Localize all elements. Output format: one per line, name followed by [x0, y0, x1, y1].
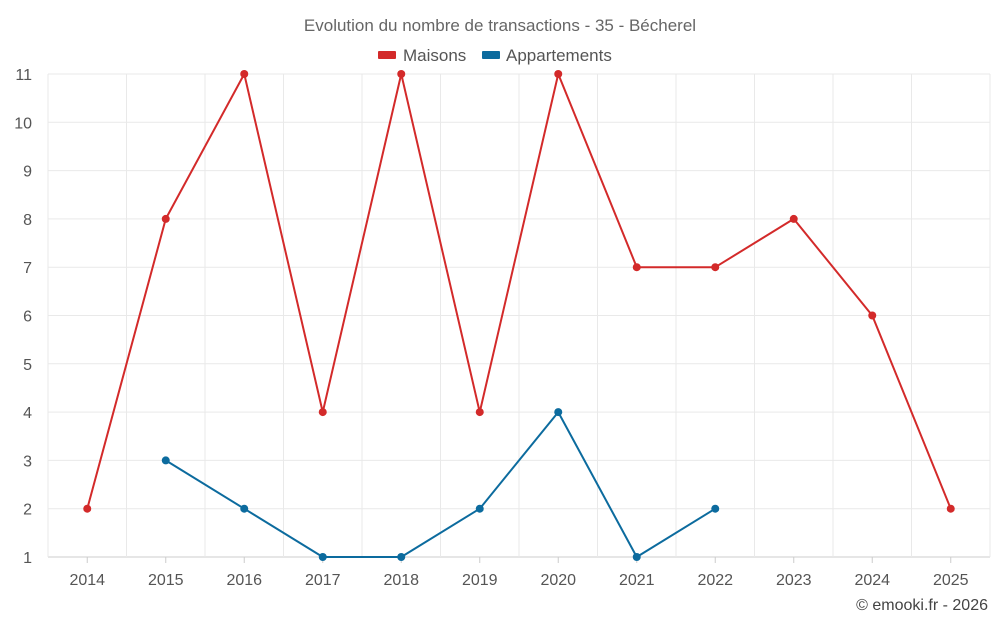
data-point-maisons[interactable] — [711, 263, 720, 272]
x-tick-label: 2015 — [148, 572, 184, 589]
legend-swatch-appartements — [482, 51, 500, 59]
data-point-maisons[interactable] — [868, 311, 877, 320]
data-point-maisons[interactable] — [789, 214, 798, 223]
y-tick-label: 11 — [15, 67, 32, 84]
data-point-maisons[interactable] — [397, 70, 406, 78]
data-point-maisons[interactable] — [240, 70, 249, 78]
y-tick-label: 4 — [23, 405, 32, 422]
y-tick-label: 9 — [23, 164, 32, 181]
credit-text: © emooki.fr - 2026 — [856, 597, 988, 614]
grid — [47, 73, 991, 558]
y-tick-label: 6 — [23, 309, 32, 326]
legend[interactable]: Maisons Appartements — [378, 46, 612, 65]
series-appartements[interactable] — [161, 408, 720, 561]
legend-swatch-maisons — [378, 51, 396, 59]
y-tick-label: 3 — [23, 453, 32, 470]
series-layer — [83, 70, 955, 561]
data-point-maisons[interactable] — [83, 504, 92, 513]
legend-label-maisons: Maisons — [403, 46, 466, 65]
x-tick-label: 2019 — [462, 572, 498, 589]
data-point-appartements[interactable] — [161, 456, 170, 465]
y-tick-label: 5 — [23, 357, 32, 374]
x-tick-label: 2020 — [540, 572, 576, 589]
data-point-appartements[interactable] — [318, 553, 327, 561]
series-line-maisons — [86, 73, 952, 510]
chart-title: Evolution du nombre de transactions - 35… — [304, 16, 696, 35]
data-point-appartements[interactable] — [632, 553, 641, 561]
x-tick-label: 2025 — [933, 572, 969, 589]
data-point-appartements[interactable] — [475, 504, 484, 513]
y-tick-label: 7 — [23, 260, 32, 277]
data-point-maisons[interactable] — [161, 214, 170, 223]
y-tick-label: 1 — [23, 550, 32, 567]
x-tick-label: 2018 — [383, 572, 419, 589]
data-point-maisons[interactable] — [475, 408, 484, 417]
legend-label-appartements: Appartements — [506, 46, 612, 65]
data-point-appartements[interactable] — [711, 504, 720, 513]
data-point-appartements[interactable] — [397, 553, 406, 561]
y-axis: 1 2 3 4 5 6 7 8 9 10 11 — [14, 67, 32, 567]
x-tick-label: 2017 — [305, 572, 341, 589]
data-point-maisons[interactable] — [554, 70, 563, 78]
y-tick-label: 2 — [23, 502, 32, 519]
x-tick-label: 2016 — [226, 572, 262, 589]
y-tick-label: 8 — [23, 212, 32, 229]
data-point-appartements[interactable] — [240, 504, 249, 513]
data-point-appartements[interactable] — [554, 408, 563, 417]
y-tick-label: 10 — [14, 115, 32, 132]
x-tick-label: 2023 — [776, 572, 812, 589]
series-line-appartements — [165, 411, 716, 558]
data-point-maisons[interactable] — [632, 263, 641, 272]
series-maisons[interactable] — [83, 70, 955, 513]
data-point-maisons[interactable] — [318, 408, 327, 417]
x-tick-label: 2022 — [697, 572, 733, 589]
legend-item-maisons[interactable]: Maisons — [378, 46, 466, 65]
x-tick-label: 2021 — [619, 572, 655, 589]
x-tick-label: 2024 — [854, 572, 890, 589]
x-tick-label: 2014 — [69, 572, 105, 589]
legend-item-appartements[interactable]: Appartements — [482, 46, 612, 65]
x-axis: 2014 2015 2016 2017 2018 2019 2020 2021 2022 2023… — [69, 557, 969, 589]
data-point-maisons[interactable] — [946, 504, 955, 513]
